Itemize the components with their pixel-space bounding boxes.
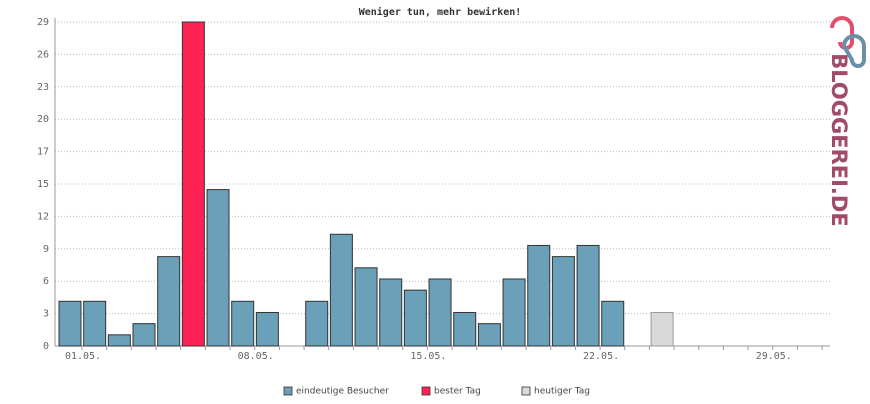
bar xyxy=(601,300,625,347)
bar xyxy=(157,256,181,347)
legend-swatch xyxy=(283,386,293,396)
y-tick-label: 23 xyxy=(37,82,49,93)
x-tick-label: 01.05. xyxy=(65,351,101,362)
y-tick-label: 29 xyxy=(37,17,49,28)
bar xyxy=(83,300,107,347)
x-tick-label: 22.05. xyxy=(583,351,619,362)
y-tick-label: 3 xyxy=(43,309,49,320)
y-tick-label: 26 xyxy=(37,49,49,60)
bar xyxy=(379,278,403,347)
y-tick-label: 20 xyxy=(37,114,49,125)
bar xyxy=(527,244,551,347)
bar xyxy=(58,300,82,347)
legend-label: bester Tag xyxy=(434,387,481,397)
bar xyxy=(132,323,156,347)
logo: BLOGGEREI.DE xyxy=(827,16,866,227)
legend-swatch xyxy=(421,386,431,396)
bar xyxy=(255,311,279,347)
bar xyxy=(477,323,501,347)
bar xyxy=(305,300,329,347)
bar xyxy=(502,278,526,347)
y-tick-label: 12 xyxy=(37,211,49,222)
x-tick-label: 29.05. xyxy=(756,351,792,362)
bar xyxy=(428,278,452,347)
bar xyxy=(329,233,353,347)
legend-label: heutiger Tag xyxy=(534,387,590,397)
x-tick-label: 15.05. xyxy=(410,351,446,362)
bar xyxy=(453,311,477,347)
bar xyxy=(650,311,674,347)
bar xyxy=(403,289,427,347)
bar xyxy=(206,189,230,347)
y-tick-label: 6 xyxy=(43,276,49,287)
chart-title: Weniger tun, mehr bewirken! xyxy=(359,6,522,18)
legend-label: eindeutige Besucher xyxy=(296,387,389,397)
legend-swatch xyxy=(521,386,531,396)
bar xyxy=(576,244,600,347)
bar xyxy=(107,334,131,347)
y-tick-label: 15 xyxy=(37,179,49,190)
bar xyxy=(354,267,378,347)
bar xyxy=(231,300,255,347)
x-tick-label: 08.05. xyxy=(238,351,274,362)
y-tick-label: 0 xyxy=(43,341,49,352)
bar xyxy=(181,21,205,347)
bar xyxy=(551,256,575,347)
y-tick-label: 17 xyxy=(37,147,49,158)
watermark: BLOGGEREI.DE xyxy=(827,53,851,226)
y-tick-label: 9 xyxy=(43,244,49,255)
